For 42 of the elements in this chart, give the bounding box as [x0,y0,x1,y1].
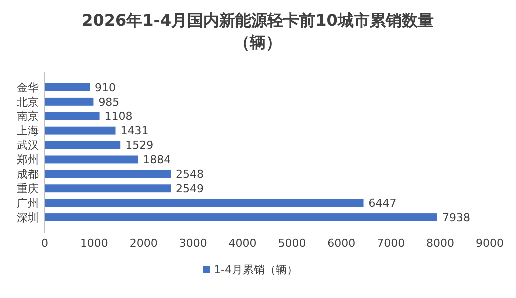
x-tick-label: 4000 [228,237,257,250]
bar [45,126,116,135]
bar [45,141,121,150]
data-label: 2549 [176,182,204,196]
chart-title: 2026年1-4月国内新能源轻卡前10城市累销数量（辆） [82,11,434,52]
bar [45,214,438,222]
x-tick-label: 1000 [80,237,108,250]
y-tick-label: 金华 [17,81,39,94]
data-label: 2548 [176,168,204,182]
bar [45,112,100,120]
x-tick-label: 7000 [377,237,406,250]
y-tick-label: 重庆 [17,182,39,196]
bar [45,199,364,208]
x-tick-label: 6000 [328,237,356,250]
y-tick-label: 广州 [17,196,39,210]
y-tick-label: 北京 [17,96,39,109]
data-label: 1884 [143,154,172,167]
bar [45,156,138,164]
data-label: 1529 [126,139,154,152]
data-label: 1431 [120,124,149,138]
y-tick-label: 上海 [17,124,39,138]
data-label: 6447 [368,196,397,210]
legend-label: 1-4月累销（辆） [214,263,298,276]
bar [45,170,171,178]
bar [45,98,94,106]
data-label: 1108 [104,110,133,124]
y-tick-label: 南京 [17,110,39,124]
x-tick-label: 3000 [179,237,208,250]
data-label: 985 [98,96,120,109]
y-tick-label: 郑州 [17,154,39,167]
y-tick-label: 成都 [17,168,39,182]
data-label: 910 [94,81,116,94]
x-tick-label: 5000 [278,237,306,250]
bar [45,184,172,193]
x-tick-label: 0 [42,237,48,250]
x-tick-label: 9000 [476,237,504,250]
y-tick-label: 武汉 [17,139,39,152]
x-tick-label: 2000 [130,237,158,250]
data-label: 7938 [442,211,470,224]
bar [45,84,90,92]
y-tick-label: 深圳 [17,211,39,224]
x-tick-label: 8000 [426,237,455,250]
